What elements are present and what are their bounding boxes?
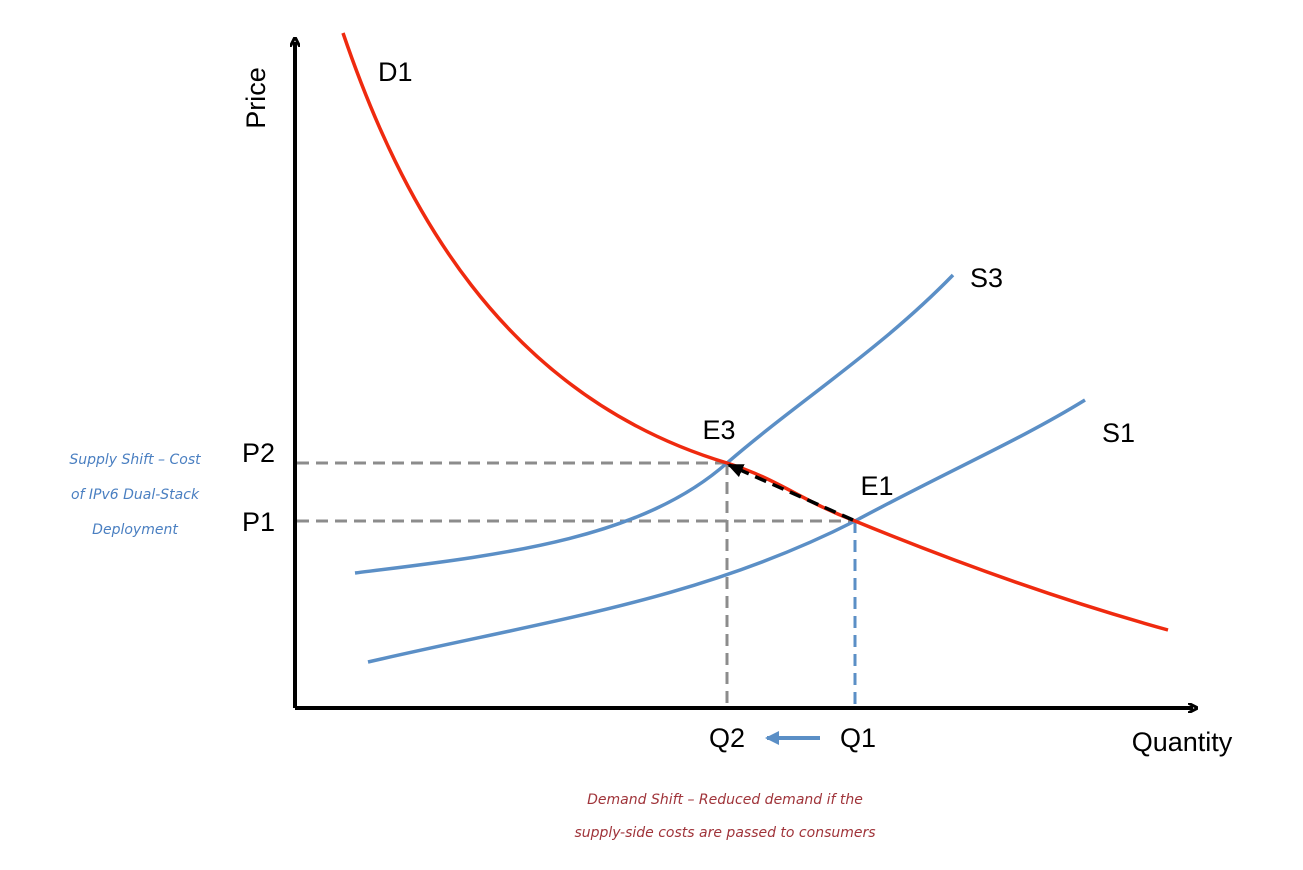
point-label: E3: [702, 415, 735, 445]
s1-curve: [367, 398, 1086, 664]
demand-note: supply-side costs are passed to consumer…: [574, 825, 875, 841]
s3-curve: [354, 273, 955, 575]
supply-note: of IPv6 Dual-Stack: [71, 487, 200, 503]
y-axis-label: Price: [241, 67, 271, 129]
point-label: E1: [860, 471, 893, 501]
d1-curve: [341, 32, 1169, 632]
quantity-label: Q1: [840, 723, 876, 753]
price-label: P2: [242, 438, 275, 468]
curve-label: D1: [378, 57, 413, 87]
equilibrium-shift-arrow: [727, 463, 854, 522]
demand-note: Demand Shift – Reduced demand if the: [587, 792, 863, 808]
supply-note: Supply Shift – Cost: [69, 452, 201, 468]
supply-note: Deployment: [92, 522, 178, 538]
curve-label: S1: [1102, 418, 1135, 448]
x-axis-label: Quantity: [1132, 727, 1233, 757]
curve-label: S3: [970, 263, 1003, 293]
price-label: P1: [242, 507, 275, 537]
quantity-label: Q2: [709, 723, 745, 753]
